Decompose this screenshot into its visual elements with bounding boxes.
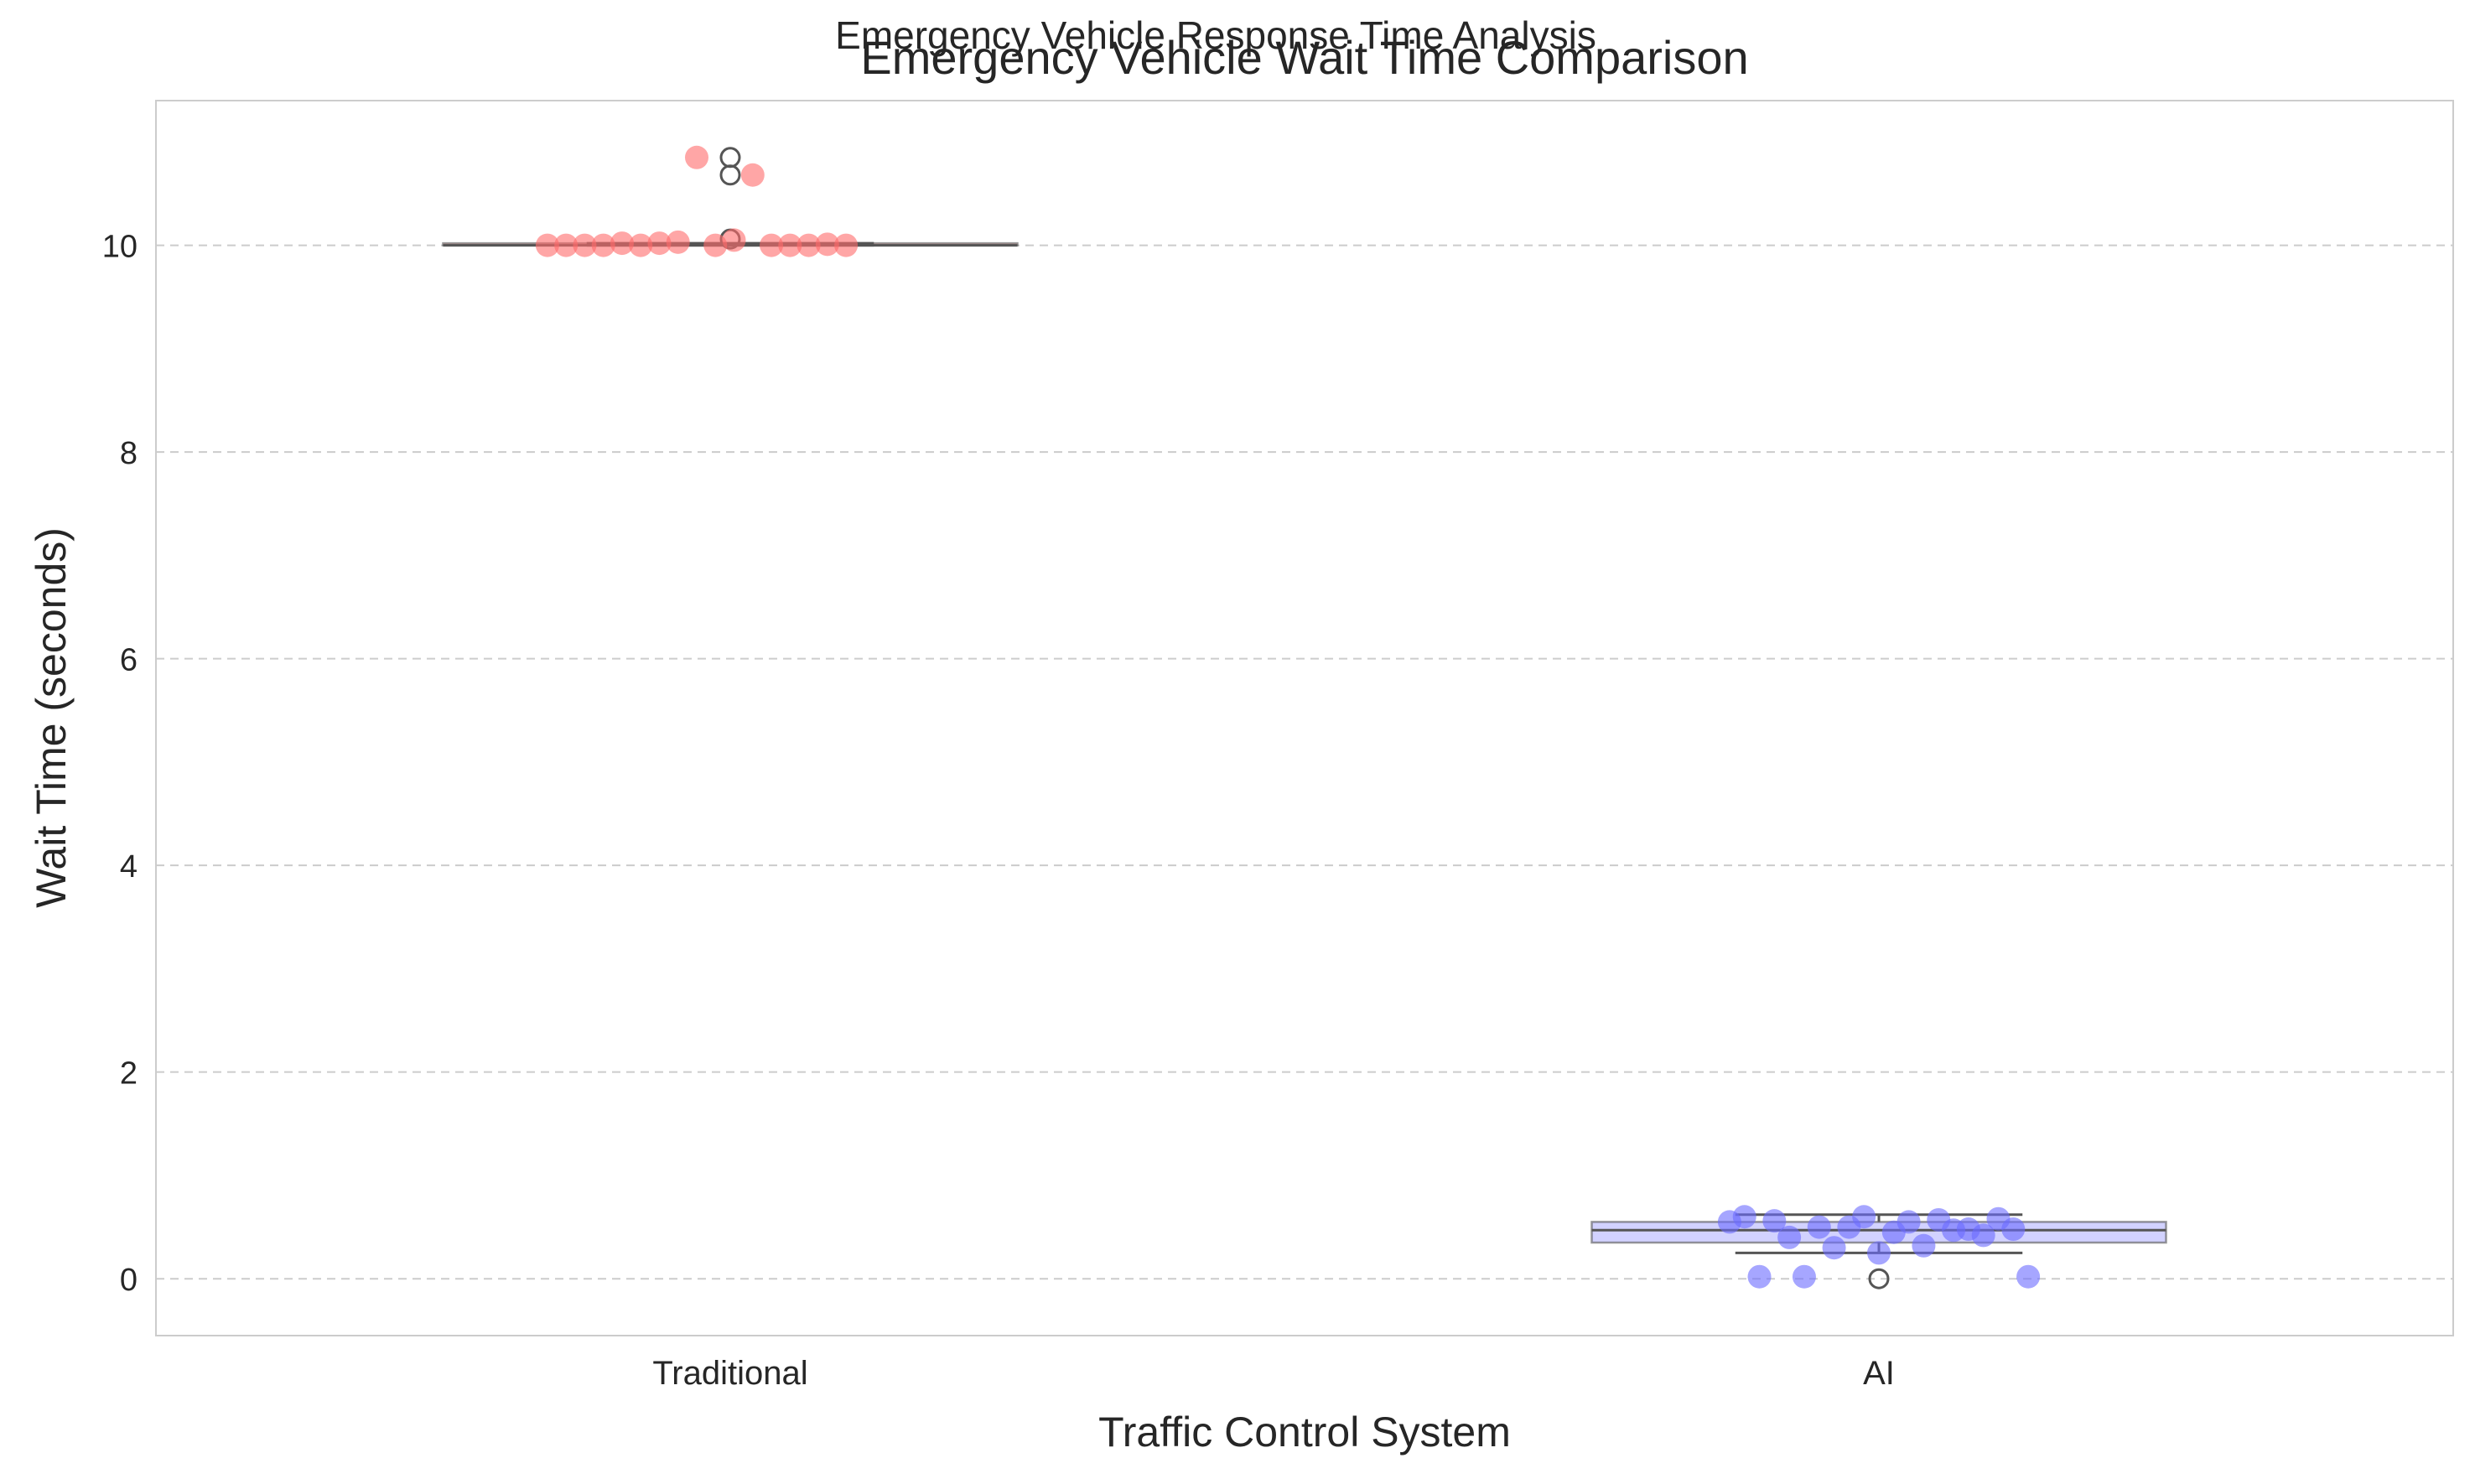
outlier-marker xyxy=(1868,1268,1890,1289)
points-ai xyxy=(1717,1205,2041,1289)
data-point xyxy=(554,233,579,257)
data-point xyxy=(535,233,559,257)
data-point xyxy=(1822,1236,1846,1260)
data-point xyxy=(2001,1217,2026,1242)
data-point xyxy=(685,145,708,169)
data-point xyxy=(1896,1210,1921,1234)
data-point xyxy=(1807,1215,1831,1239)
y-tick-label: 6 xyxy=(120,643,138,678)
data-point xyxy=(778,233,802,257)
box-ai xyxy=(1590,1213,2167,1289)
data-point xyxy=(1747,1264,1772,1289)
data-point xyxy=(722,228,746,252)
data-point xyxy=(610,231,634,256)
data-point xyxy=(1971,1223,1995,1248)
data-point xyxy=(834,233,859,257)
data-point xyxy=(1762,1209,1787,1233)
y-tick-labels: 0 2 4 6 8 10 xyxy=(102,230,138,1299)
x-tick-labels: Traditional AI xyxy=(652,1355,1895,1392)
x-axis-label: Traffic Control System xyxy=(1098,1409,1511,1455)
data-point xyxy=(815,232,839,257)
y-grid xyxy=(156,244,2453,1280)
data-point xyxy=(703,233,728,257)
data-point xyxy=(666,230,690,254)
y-axis-label: Wait Time (seconds) xyxy=(28,527,75,908)
box-body xyxy=(1590,1221,2167,1244)
x-tick-label: Traditional xyxy=(652,1355,807,1392)
data-point xyxy=(740,163,765,187)
outlier-marker xyxy=(719,164,741,186)
y-tick-label: 4 xyxy=(120,849,138,885)
data-point xyxy=(1852,1205,1876,1229)
data-point xyxy=(573,233,597,257)
data-point xyxy=(760,233,784,257)
points-traditional xyxy=(535,145,859,257)
data-point xyxy=(1792,1264,1816,1289)
chart-title: Emergency Vehicle Wait Time Comparison xyxy=(860,31,1748,84)
y-tick-label: 2 xyxy=(120,1056,138,1092)
data-point xyxy=(647,231,672,256)
plot-area xyxy=(155,100,2454,1336)
data-point xyxy=(1732,1205,1756,1229)
data-point xyxy=(1942,1218,1966,1243)
scatter-layer xyxy=(535,145,2041,1289)
data-point xyxy=(796,233,821,257)
data-point xyxy=(629,233,653,257)
data-point xyxy=(591,233,615,257)
data-point xyxy=(1777,1225,1802,1249)
y-tick-label: 8 xyxy=(120,436,138,471)
figure-suptitle: Emergency Vehicle Response Time Analysis xyxy=(835,13,1596,57)
y-tick-label: 10 xyxy=(102,230,138,265)
y-tick-label: 0 xyxy=(120,1263,138,1298)
data-point xyxy=(2016,1264,2041,1289)
x-tick-label: AI xyxy=(1863,1355,1895,1392)
data-point xyxy=(1912,1233,1936,1258)
data-point xyxy=(1867,1241,1891,1265)
